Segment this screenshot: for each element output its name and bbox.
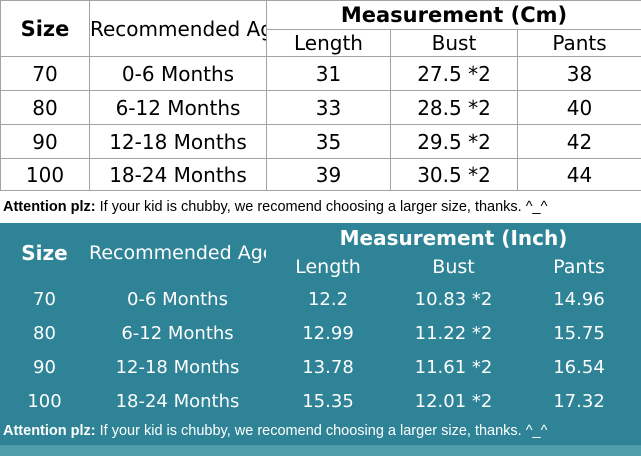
cm-cell: 42	[516, 124, 641, 159]
inch-cell: 10.83 *2	[414, 288, 493, 310]
inch-section: Size Recommended Age Measurement (Inch) …	[0, 223, 641, 456]
cm-cell: 70	[0, 56, 90, 91]
attention-label: Attention plz:	[3, 199, 96, 215]
table-row: 100 18-24 Months 39 30.5 *2 44	[0, 158, 641, 191]
cm-cell: 6-12 Months	[89, 90, 267, 125]
cm-header-length: Length	[266, 29, 391, 57]
inch-header-size: Size	[21, 240, 68, 265]
cm-cell: 40	[516, 90, 641, 125]
inch-header-bust: Bust	[432, 256, 475, 278]
cm-cell: 35	[266, 124, 391, 159]
cm-cell: 27.5 *2	[390, 56, 518, 91]
cm-cell: 30.5 *2	[390, 158, 518, 191]
inch-cell: 12.99	[302, 322, 354, 344]
cm-cell: 0-6 Months	[89, 56, 267, 91]
inch-cell: 90	[33, 356, 56, 378]
inch-attention-note: Attention plz: If your kid is chubby, we…	[0, 418, 641, 445]
inch-cell: 12.01 *2	[414, 390, 493, 412]
bottom-accent-strip	[0, 445, 641, 456]
cm-cell: 100	[0, 158, 90, 191]
cm-cell: 28.5 *2	[390, 90, 518, 125]
inch-cell: 80	[33, 322, 56, 344]
attention-text: If your kid is chubby, we recomend choos…	[95, 199, 548, 215]
inch-cell: 16.54	[553, 356, 605, 378]
cm-cell: 12-18 Months	[89, 124, 267, 159]
cm-header-pants: Pants	[516, 29, 641, 57]
attention-label: Attention plz:	[3, 423, 96, 439]
inch-cell: 6-12 Months	[121, 322, 234, 344]
inch-cell: 13.78	[302, 356, 354, 378]
table-row: 90 12-18 Months 13.78 11.61 *2 16.54	[0, 350, 641, 384]
inch-cell: 70	[33, 288, 56, 310]
attention-text: If your kid is chubby, we recomend choos…	[95, 423, 548, 439]
inch-cell: 15.35	[302, 390, 354, 412]
inch-cell: 14.96	[553, 288, 605, 310]
cm-cell: 38	[516, 56, 641, 91]
inch-cell: 0-6 Months	[127, 288, 228, 310]
inch-header-length: Length	[295, 256, 361, 278]
inch-cell: 100	[27, 390, 62, 412]
inch-cell: 11.22 *2	[414, 322, 493, 344]
inch-cell: 15.75	[553, 322, 605, 344]
cm-cell: 18-24 Months	[89, 158, 267, 191]
cm-header-measurement-group: Measurement (Cm)	[265, 0, 641, 30]
table-row: 80 6-12 Months 12.99 11.22 *2 15.75	[0, 316, 641, 350]
inch-header-age: Recommended Age	[89, 241, 266, 264]
inch-cell: 18-24 Months	[115, 390, 240, 412]
cm-header-age: Recommended Age	[89, 0, 267, 57]
cm-attention-note: Attention plz: If your kid is chubby, we…	[0, 191, 641, 223]
table-row: 70 0-6 Months 12.2 10.83 *2 14.96	[0, 282, 641, 316]
cm-cell: 90	[0, 124, 90, 159]
cm-cell: 31	[266, 56, 391, 91]
size-chart-inch-table: Size Recommended Age Measurement (Inch) …	[0, 223, 641, 418]
cm-cell: 33	[266, 90, 391, 125]
cm-cell: 80	[0, 90, 90, 125]
inch-header-pants: Pants	[553, 256, 605, 278]
inch-cell: 11.61 *2	[414, 356, 493, 378]
cm-cell: 29.5 *2	[390, 124, 518, 159]
inch-header-measurement-group: Measurement (Inch)	[339, 225, 568, 250]
inch-cell: 12-18 Months	[115, 356, 240, 378]
size-chart-cm-table: Size Recommended Age Measurement (Cm) Le…	[0, 0, 641, 191]
table-row: 100 18-24 Months 15.35 12.01 *2 17.32	[0, 384, 641, 418]
cm-header-bust: Bust	[390, 29, 518, 57]
table-row: 70 0-6 Months 31 27.5 *2 38	[0, 56, 641, 91]
inch-cell: 17.32	[553, 390, 605, 412]
table-row: 80 6-12 Months 33 28.5 *2 40	[0, 90, 641, 125]
cm-header-size: Size	[0, 0, 90, 57]
cm-cell: 39	[266, 158, 391, 191]
cm-cell: 44	[516, 158, 641, 191]
inch-cell: 12.2	[307, 288, 349, 310]
table-row: 90 12-18 Months 35 29.5 *2 42	[0, 124, 641, 159]
